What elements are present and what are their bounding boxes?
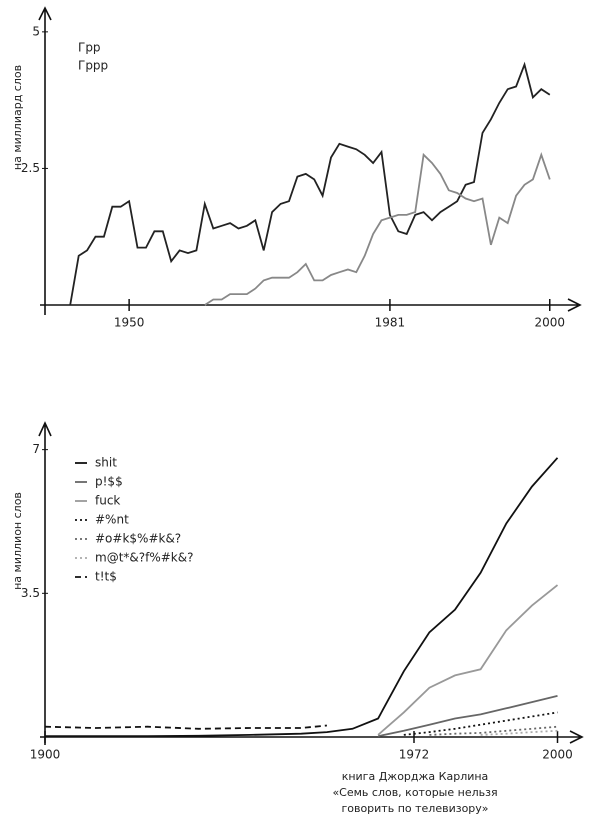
series-line	[45, 457, 559, 738]
legend-label: t!t$	[95, 570, 117, 584]
legend-label: #o#k$%#k&?	[95, 532, 181, 546]
x-tick-label: 1981	[375, 316, 406, 330]
series-line	[204, 152, 551, 306]
axes-1	[38, 6, 582, 315]
legend-label: Гррр	[78, 59, 108, 73]
legend-label: #%nt	[95, 513, 129, 527]
series-line	[377, 695, 558, 738]
y-axis	[38, 421, 52, 745]
annotation: книга Джорджа Карлина	[342, 770, 489, 783]
x-tick-label: 2000	[542, 748, 573, 762]
x-tick-label: 2000	[534, 316, 565, 330]
annotation: говорить по телевизору»	[341, 802, 488, 815]
y-tick-label: 5	[32, 24, 40, 38]
legend-label: Грр	[78, 41, 101, 55]
x-tick-label: 1900	[30, 748, 61, 762]
x-axis	[40, 298, 582, 312]
y-axis-label: на миллиард слов	[11, 65, 24, 170]
y-tick-label: 3.5	[21, 586, 40, 600]
series-line	[377, 584, 559, 736]
series-line	[480, 729, 558, 736]
x-tick-label: 1972	[399, 748, 430, 762]
y-tick-label: 2.5	[21, 161, 40, 175]
x-tick-label: 1950	[114, 316, 145, 330]
axes-2	[38, 421, 584, 745]
legend-label: shit	[95, 456, 117, 470]
series-line	[429, 725, 558, 736]
legend-label: m@t*&?f%#k&?	[95, 551, 193, 565]
y-tick-label: 7	[32, 442, 40, 456]
legend-label: fuck	[95, 494, 120, 508]
series-line	[69, 61, 551, 306]
annotation: «Семь слов, которые нельзя	[332, 786, 497, 799]
y-axis-label: на миллион слов	[11, 492, 24, 590]
legend-label: p!$$	[95, 475, 123, 489]
series-line	[403, 711, 558, 736]
y-axis	[38, 6, 52, 315]
series-line	[44, 724, 327, 730]
